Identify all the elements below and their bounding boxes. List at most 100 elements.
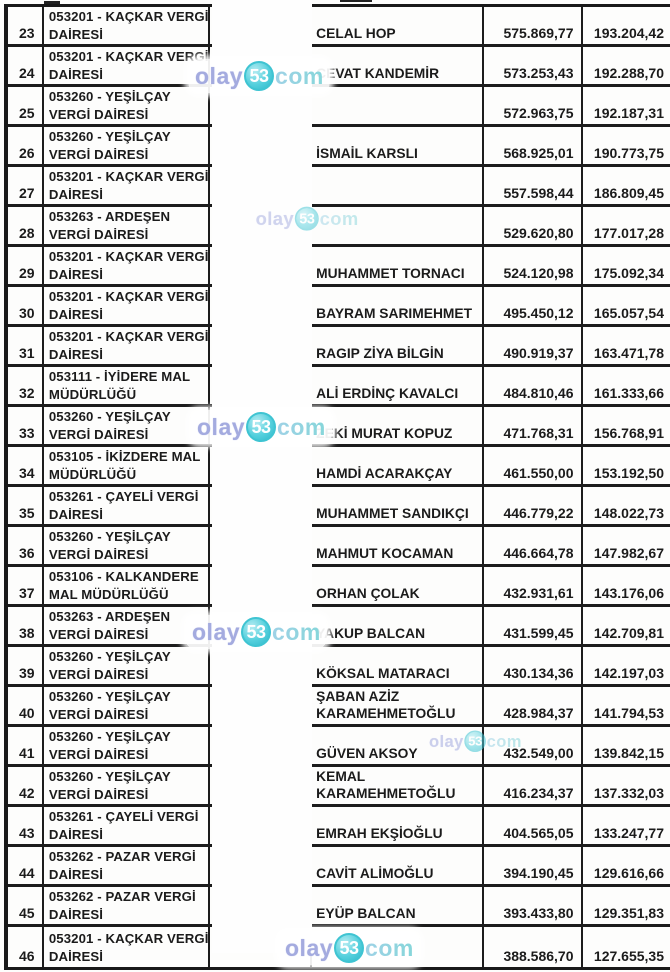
row-number-cell: 34	[8, 447, 44, 484]
amount-1: 432.549,00	[503, 745, 574, 761]
amount-2: 133.247,77	[593, 825, 664, 841]
amount-1: 394.190,45	[503, 865, 574, 881]
taxpayer-name-line: GÜVEN AKSOY	[316, 746, 418, 761]
taxpayer-name-line: MAHMUT KOCAMAN	[316, 546, 454, 561]
amount-2: 127.655,35	[593, 948, 664, 964]
amount-2-cell: 153.192,50	[583, 447, 670, 484]
taxpayer-name-line: MUHAMMET TORNACI	[316, 266, 465, 281]
amount-1: 484.810,46	[503, 385, 574, 401]
tax-office-line: 053261 - ÇAYELİ VERGİ	[48, 809, 199, 824]
amount-1-cell: 575.869,77	[484, 7, 583, 44]
amount-1-cell: 430.134,36	[484, 647, 583, 684]
watermark-com-text: com	[365, 934, 414, 961]
scan-artifact	[44, 1, 60, 4]
taxpayer-name-cell: İSMAİL KARSLI	[312, 127, 485, 164]
taxpayer-name-cell: ORHAN ÇOLAK	[312, 567, 485, 604]
tax-office-line: VERGİ DAİRESİ	[48, 707, 149, 722]
taxpayer-name-line: KARAMEHMETOĞLU	[316, 786, 456, 801]
tax-office-line: VERGİ DAİRESİ	[48, 427, 149, 442]
tax-office-cell: 053260 - YEŞİLÇAY VERGİ DAİRESİ	[44, 127, 210, 164]
tax-office-line: 053260 - YEŞİLÇAY	[48, 409, 171, 424]
amount-1: 428.984,37	[503, 705, 574, 721]
amount-1-cell: 572.963,75	[484, 87, 583, 124]
taxpayer-name-line: BAYRAM SARIMEHMET	[316, 306, 473, 321]
tax-office-line: 053201 - KAÇKAR VERGİ	[48, 169, 209, 184]
taxpayer-name-cell: KEMAL KARAMEHMETOĞLU	[312, 767, 485, 804]
tax-office-cell: 053201 - KAÇKAR VERGİ DAİRESİ	[44, 7, 210, 44]
tax-office-line: MÜDÜRLÜĞÜ	[48, 387, 137, 402]
row-number: 41	[19, 745, 35, 761]
row-number: 33	[19, 425, 35, 441]
row-number: 40	[19, 705, 35, 721]
taxpayer-name-cell: MUHAMMET SANDIKÇI	[312, 487, 485, 524]
tax-office-line: 053260 - YEŞİLÇAY	[48, 89, 171, 104]
redaction-overlay	[212, 0, 312, 953]
olay53-watermark: olay 53 com	[188, 59, 330, 93]
row-number-cell: 46	[8, 927, 44, 967]
taxpayer-table: 23 053201 - KAÇKAR VERGİ DAİRESİ CELAL H…	[4, 4, 670, 970]
table-row: 38 053263 - ARDEŞEN VERGİ DAİRESİ YAKUP …	[8, 607, 670, 647]
watermark-olay-text: olay	[285, 934, 334, 961]
tax-office-cell: 053263 - ARDEŞEN VERGİ DAİRESİ	[44, 607, 210, 644]
tax-office-cell: 053261 - ÇAYELİ VERGİ DAİRESİ	[44, 487, 210, 524]
tax-office-line: MAL MÜDÜRLÜĞÜ	[48, 587, 169, 602]
taxpayer-name-line: KEMAL	[316, 769, 366, 784]
watermark-com-text: com	[277, 413, 326, 440]
amount-2: 175.092,34	[593, 265, 664, 281]
table-row: 34 053105 - İKİZDERE MAL MÜDÜRLÜĞÜ HAMDİ…	[8, 447, 670, 487]
taxpayer-name-line: ŞABAN AZİZ	[316, 689, 400, 704]
amount-2-cell: 165.057,54	[583, 287, 670, 324]
amount-1: 393.433,80	[503, 905, 574, 921]
row-number-cell: 25	[8, 87, 44, 124]
amount-2-cell: 163.471,78	[583, 327, 670, 364]
tax-office-line: 053260 - YEŞİLÇAY	[48, 689, 171, 704]
table-row: 32 053111 - İYİDERE MAL MÜDÜRLÜĞÜ ALİ ER…	[8, 367, 670, 407]
tax-office-line: DAİRESİ	[48, 948, 104, 964]
amount-2-cell: 190.773,75	[583, 127, 670, 164]
tax-office-cell: 053106 - KALKANDERE MAL MÜDÜRLÜĞÜ	[44, 567, 210, 604]
row-number: 43	[19, 825, 35, 841]
amount-1-cell: 471.768,31	[484, 407, 583, 444]
tax-office-line: DAİRESİ	[48, 347, 104, 362]
amount-2: 142.709,81	[593, 625, 664, 641]
tax-office-cell: 053260 - YEŞİLÇAY VERGİ DAİRESİ	[44, 407, 210, 444]
row-number-cell: 39	[8, 647, 44, 684]
tax-office-line: 053263 - ARDEŞEN	[48, 609, 171, 624]
amount-1: 430.134,36	[503, 665, 574, 681]
row-number: 31	[19, 345, 35, 361]
amount-2: 129.616,66	[593, 865, 664, 881]
tax-office-cell: 053261 - ÇAYELİ VERGİ DAİRESİ	[44, 807, 210, 844]
taxpayer-name-cell	[312, 207, 485, 244]
tax-office-line: 053201 - KAÇKAR VERGİ	[48, 289, 209, 304]
taxpayer-name-cell: MAHMUT KOCAMAN	[312, 527, 485, 564]
row-number: 39	[19, 665, 35, 681]
row-number: 30	[19, 305, 35, 321]
amount-1-cell: 573.253,43	[484, 47, 583, 84]
tax-office-line: DAİRESİ	[48, 187, 104, 202]
tax-office-cell: 053260 - YEŞİLÇAY VERGİ DAİRESİ	[44, 727, 210, 764]
amount-2: 147.982,67	[593, 545, 664, 561]
amount-2: 161.333,66	[593, 385, 664, 401]
row-number-cell: 29	[8, 247, 44, 284]
tax-office-cell: 053201 - KAÇKAR VERGİ DAİRESİ	[44, 287, 210, 324]
tax-office-line: DAİRESİ	[48, 67, 104, 82]
row-number: 26	[19, 145, 35, 161]
amount-1: 404.565,05	[503, 825, 574, 841]
tax-office-line: 053262 - PAZAR VERGİ	[48, 849, 196, 864]
amount-2-cell: 133.247,77	[583, 807, 670, 844]
row-number-cell: 31	[8, 327, 44, 364]
taxpayer-name-cell: YAKUP BALCAN	[312, 607, 485, 644]
row-number-cell: 44	[8, 847, 44, 884]
tax-office-cell: 053201 - KAÇKAR VERGİ DAİRESİ	[44, 327, 210, 364]
amount-1: 388.586,70	[503, 948, 574, 964]
table-row: 44 053262 - PAZAR VERGİ DAİRESİ CAVİT AL…	[8, 847, 670, 887]
row-number-cell: 23	[8, 7, 44, 44]
table-row: 42 053260 - YEŞİLÇAY VERGİ DAİRESİ KEMAL…	[8, 767, 670, 807]
amount-1-cell: 529.620,80	[484, 207, 583, 244]
amount-2: 177.017,28	[593, 225, 664, 241]
tax-office-line: 053261 - ÇAYELİ VERGİ	[48, 489, 199, 504]
amount-1-cell: 568.925,01	[484, 127, 583, 164]
tax-office-cell: 053201 - KAÇKAR VERGİ DAİRESİ	[44, 47, 210, 84]
row-number-cell: 41	[8, 727, 44, 764]
amount-2: 141.794,53	[593, 705, 664, 721]
